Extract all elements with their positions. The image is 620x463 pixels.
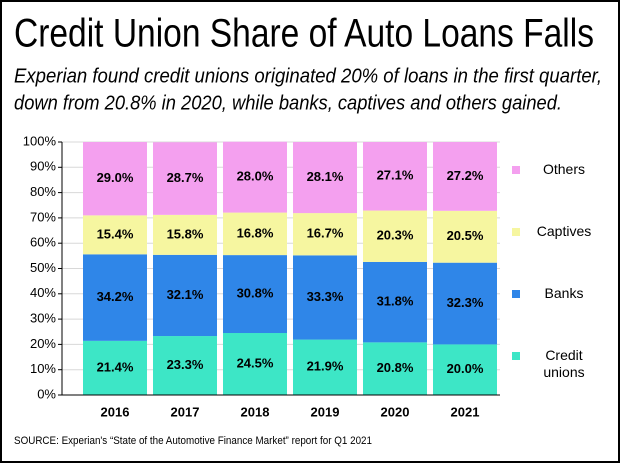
legend-label: Credit unions [543, 347, 585, 380]
value-label: 16.7% [307, 226, 344, 241]
value-label: 27.2% [447, 168, 484, 183]
y-tick-label: 60% [30, 235, 56, 250]
value-label: 27.1% [377, 168, 414, 183]
value-label: 21.9% [307, 359, 344, 374]
subtitle: Experian found credit unions originated … [14, 65, 602, 87]
bar-segment [223, 333, 287, 395]
value-label: 16.8% [237, 225, 274, 240]
legend-label: Banks [544, 285, 584, 301]
x-tick-label: 2019 [311, 404, 340, 419]
y-tick-label: 90% [30, 159, 56, 174]
bar-segment [83, 340, 147, 395]
bar-segment [223, 255, 287, 334]
x-tick-label: 2016 [101, 404, 130, 419]
value-label: 32.3% [447, 295, 484, 310]
y-tick-label: 70% [30, 209, 56, 224]
bar-segment [433, 210, 497, 263]
value-label: 23.3% [167, 357, 204, 372]
value-label: 29.0% [97, 170, 134, 185]
chart-title: Credit Union Share of Auto Loans Falls [14, 12, 594, 56]
value-label: 20.8% [377, 360, 414, 375]
value-label: 33.3% [307, 289, 344, 304]
y-tick-label: 30% [30, 311, 56, 326]
y-tick-label: 50% [30, 260, 56, 275]
y-tick-label: 100% [23, 133, 57, 148]
bar-segment [363, 342, 427, 395]
value-label: 20.0% [447, 361, 484, 376]
y-tick-label: 80% [30, 184, 56, 199]
value-label: 28.7% [167, 170, 204, 185]
value-label: 24.5% [237, 355, 274, 370]
y-tick-label: 10% [30, 361, 56, 376]
value-label: 32.1% [167, 287, 204, 302]
value-label: 15.8% [167, 226, 204, 241]
legend-swatch [512, 290, 520, 298]
bar-segment [83, 142, 147, 216]
y-tick-label: 0% [37, 386, 56, 401]
bar-segment [293, 255, 357, 340]
legend-label: Captives [536, 223, 592, 239]
value-label: 20.3% [377, 228, 414, 243]
bar-segment [153, 142, 217, 215]
bar-segment [363, 142, 427, 211]
x-tick-label: 2017 [171, 404, 200, 419]
bar-segment [83, 254, 147, 341]
legend-swatch [512, 166, 520, 174]
bar-segment [293, 142, 357, 214]
value-label: 30.8% [237, 285, 274, 300]
bar-segment [433, 344, 497, 395]
x-tick-label: 2021 [451, 404, 480, 419]
legend-label: Others [542, 161, 585, 177]
value-label: 34.2% [97, 289, 134, 304]
bar-segment [433, 262, 497, 345]
value-label: 20.5% [447, 228, 484, 243]
legend-swatch [512, 228, 520, 236]
bar-segment [293, 213, 357, 256]
value-label: 21.4% [97, 359, 134, 374]
bar-segment [83, 215, 147, 255]
bar-segment [433, 142, 497, 211]
source: SOURCE: Experian's “State of the Automot… [14, 435, 372, 447]
value-label: 28.0% [237, 169, 274, 184]
x-tick-label: 2020 [381, 404, 410, 419]
y-tick-label: 40% [30, 285, 56, 300]
bar-segment [153, 214, 217, 255]
bar-segment [293, 339, 357, 395]
legend-swatch [512, 352, 520, 360]
value-label: 15.4% [97, 226, 134, 241]
value-label: 31.8% [377, 294, 414, 309]
subtitle: down from 20.8% in 2020, while banks, ca… [14, 92, 562, 114]
bar-segment [153, 336, 217, 395]
x-tick-label: 2018 [241, 404, 270, 419]
bar-segment [223, 141, 287, 213]
bar-segment [363, 261, 427, 343]
bar-segment [223, 212, 287, 256]
bar-segment [363, 210, 427, 262]
value-label: 28.1% [307, 169, 344, 184]
y-tick-label: 20% [30, 336, 56, 351]
bar-segment [153, 254, 217, 337]
